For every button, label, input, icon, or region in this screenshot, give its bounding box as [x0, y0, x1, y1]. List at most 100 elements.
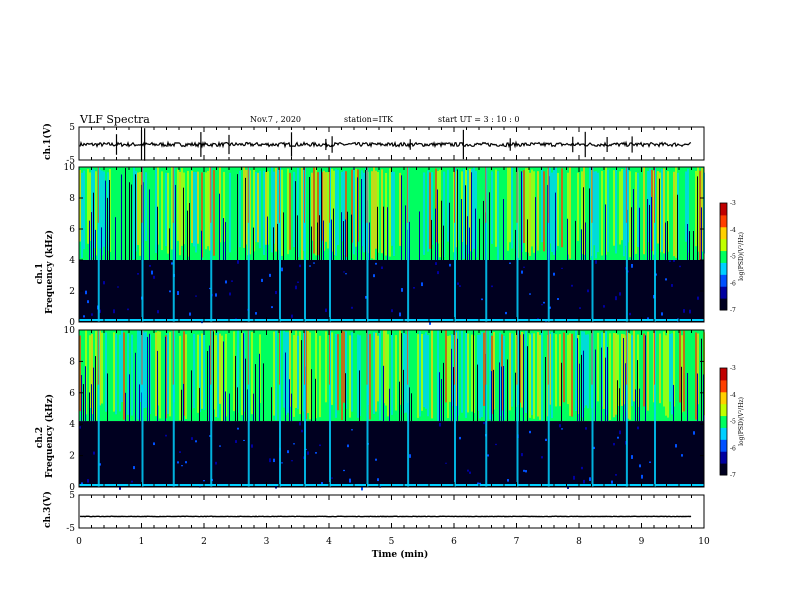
ch2-spectrogram-streak — [581, 354, 582, 422]
ch1-spectrogram-cell — [529, 172, 531, 256]
ch2-spectrogram-cell — [331, 332, 333, 405]
ch1-spectrogram-speckle — [209, 287, 211, 290]
ch1-spectrogram-cell — [541, 168, 543, 243]
ch2-spectrogram-cell — [273, 331, 275, 416]
ch1-spectrogram-cell — [87, 169, 89, 244]
ch2-spectrogram-cell — [335, 333, 337, 418]
ch2-spectrogram-streak — [285, 352, 286, 422]
ch1-spectrogram-image — [79, 167, 705, 325]
ch2-spectrogram-cell — [483, 332, 485, 406]
ch1-spectrogram-cell — [139, 171, 141, 256]
ch1-spectrogram-cell — [223, 171, 225, 242]
ch1-spectrogram-cell — [505, 167, 507, 253]
ch2-spectrogram-speckle — [617, 436, 619, 439]
x-tick-label: 3 — [264, 537, 270, 547]
ch1-waveform-ylabel: ch.1(V) — [42, 123, 53, 160]
ch2-spectrogram-speckle — [615, 474, 617, 476]
ch2-spectrogram-cell — [239, 333, 241, 414]
ch2-spectrogram-cell — [667, 330, 669, 418]
ch1-spectrogram-streak — [189, 203, 190, 260]
ch1-colorbar-tick-label: -4 — [730, 227, 736, 234]
ch1-spectrogram-speckle — [83, 315, 85, 318]
ch2-spectrogram-speckle — [269, 458, 271, 463]
ch2-spectrogram-cell — [529, 334, 531, 418]
ch1-spectrogram-cell — [413, 169, 415, 254]
ch1-spectrogram-cell — [369, 172, 371, 251]
ch1-spectrogram-panel: 0 2 4 6 8 10 — [64, 163, 705, 328]
ch2-spectrogram-speckle — [375, 458, 377, 461]
ch1-spectrogram-speckle — [561, 267, 563, 269]
ch2-spectrogram-cell — [369, 333, 371, 420]
ch1-spectrogram-cell — [527, 168, 529, 253]
ch1-spectrogram-cell — [165, 172, 167, 247]
ch2-spectrogram-speckle — [681, 454, 683, 457]
ch1-spectrogram-sferic-core — [485, 167, 487, 223]
ch2-spectrogram-streak — [255, 364, 256, 422]
ch1ylab-line2: Frequency (kHz) — [44, 230, 55, 314]
ch2-spectrogram-speckle — [87, 479, 89, 483]
ch1-spectrogram-speckle — [345, 273, 347, 275]
ch1-spectrogram-cell — [391, 171, 393, 246]
ch1-spectrogram-cell — [403, 171, 405, 247]
ch1-spectrogram-speckle — [541, 304, 543, 306]
ch2-spectrogram-speckle — [319, 444, 321, 447]
ch2-spectrogram-streak — [315, 378, 316, 422]
ch2-spectrogram-cell — [543, 331, 545, 411]
ch1-spectrogram-cell — [493, 168, 495, 249]
ch1-spectrogram-cell — [495, 169, 497, 247]
ch2-spectrogram-sferic — [366, 330, 369, 487]
ch1-colorbar-swatch — [720, 203, 727, 216]
ch2-spectrogram-streak — [135, 352, 136, 422]
ch2-spectrogram-cell — [163, 331, 165, 404]
ch1-spectrogram-cell — [381, 169, 383, 254]
ch1-spectrogram-cell — [519, 172, 521, 242]
ch1-spectrogram-speckle — [671, 284, 673, 287]
ch1-spectrogram-sferic-core — [247, 167, 249, 223]
ch1-spectrogram-sferic — [247, 167, 250, 322]
ch1-spectrogram-streak — [467, 216, 468, 260]
ch1-spectrogram-speckle — [505, 311, 507, 315]
ch1-spectrogram-speckle — [237, 260, 239, 264]
ch1-spectrogram-cell — [145, 172, 147, 241]
ch1-spectrogram-speckle — [529, 293, 531, 295]
ch2-spectrogram-speckle — [99, 463, 101, 466]
ch2-spectrogram-streak — [91, 384, 92, 422]
ch1-spectrogram-speckle — [225, 280, 227, 284]
ch1-spectrogram-cell — [335, 169, 337, 256]
ch2-spectrogram-cell — [633, 330, 635, 402]
ch2-spectrogram-cell — [559, 334, 561, 407]
ch1-spectrogram-sferic — [516, 167, 519, 322]
ch1-spectrogram-streak — [365, 169, 366, 260]
ch2-spectrogram-streak — [607, 347, 608, 422]
x-tick-label: 5 — [389, 537, 395, 547]
ch1-spectrogram-cell — [313, 167, 315, 254]
ch1-colorbar-swatch — [720, 250, 727, 263]
ch2-spectrogram-cell — [345, 331, 347, 409]
ch1-spectrogram-cell — [253, 169, 255, 252]
ch2-spectrogram-cell — [139, 330, 141, 402]
ch2-spectrogram-streak — [311, 369, 312, 422]
ch1-spectrogram-sferic — [547, 167, 550, 322]
ch1-spectrogram-streak — [583, 187, 584, 260]
ch2-spectrogram-sferic — [210, 330, 213, 487]
ch2-spectrogram-cell — [379, 330, 381, 421]
ch2-spectrogram-cell — [327, 331, 329, 404]
ch1-spectrogram-cell — [299, 171, 301, 241]
ch2-spectrogram-cell — [323, 332, 325, 405]
ch2-spectrogram-speckle — [467, 469, 469, 472]
ch2-spectrogram-cell — [181, 330, 183, 404]
ch2-spectrogram-cell — [227, 331, 229, 418]
ch1-spectrogram-sferic — [485, 167, 488, 322]
ch1-spectrogram-cell — [325, 172, 327, 242]
ch1-spectrogram-speckle — [201, 319, 203, 324]
ch2-spectrogram-sferic — [247, 330, 250, 487]
ch2-spectrogram-cell — [217, 332, 219, 418]
ch1-spectrogram-cell — [565, 172, 567, 241]
ch1-spectrogram-streak — [351, 214, 352, 260]
ch2-spectrogram-speckle — [153, 442, 155, 446]
ch1-waveform-ytick-label: -5 — [66, 156, 75, 166]
ch1-spectrogram-sferic — [210, 167, 213, 322]
ch3-waveform-panel: 5 -50 1 2 3 4 5 6 7 8 9 10 — [66, 491, 710, 547]
ch2-spectrogram-speckle — [281, 462, 283, 464]
ch1-spectrogram-cell — [225, 171, 227, 259]
